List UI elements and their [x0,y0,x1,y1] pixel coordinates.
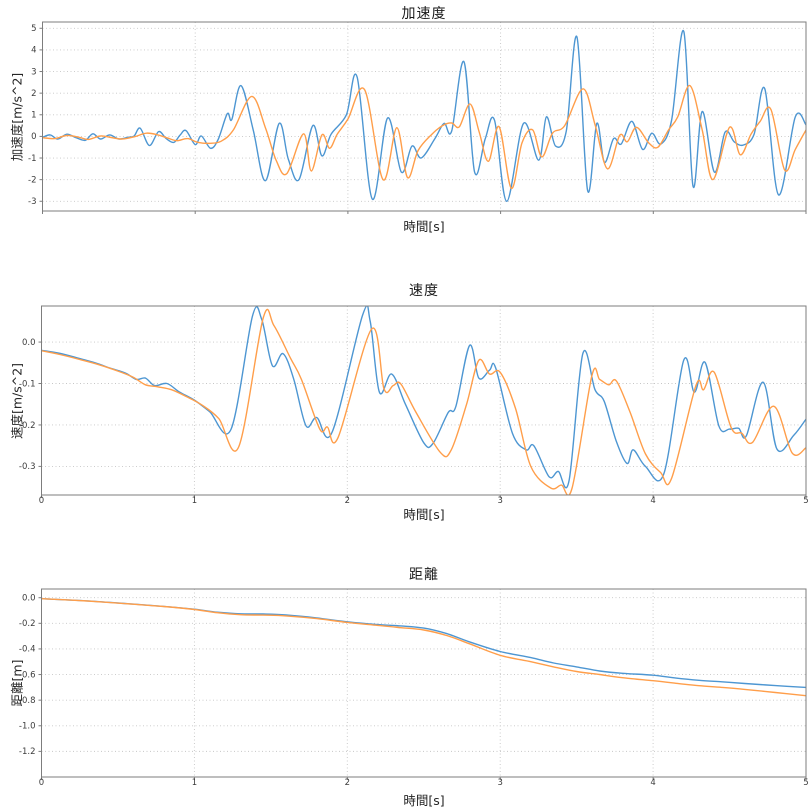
series-blue-line [41,306,806,489]
x-tick-label: 2 [345,496,350,506]
y-tick-label: 2 [31,89,36,99]
series-blue-line [41,598,806,689]
x-tick-label: 3 [497,778,502,788]
chart-title: 加速度 [401,6,447,22]
y-tick-label: -3 [28,197,36,207]
chart-acceleration: -3 -2 -1 0 1 2 3 4 5 加速度 加速度[m/s^2] 時間[s] [0,0,810,246]
y-tick-label: 4 [31,46,36,56]
y-tick-label: -0.4 [19,645,36,655]
y-axis-label: 速度[m/s^2] [9,362,25,440]
y-tick-label: -0.8 [19,696,36,706]
plot-border [41,588,807,778]
distance-plot-area: 0 1 2 3 4 5 0.0 -0.2 -0.4 -0.6 -0.8 -1.0 -1.2 [19,588,809,788]
plot-border [41,305,807,496]
y-tick-label: 1 [31,111,36,121]
y-tick-label: -0.1 [19,379,36,389]
y-axis-label: 距離[m] [9,659,25,707]
x-tick-label: 5 [803,778,808,788]
y-tick-label: -1 [28,154,36,164]
series-orange-line [41,598,806,697]
y-axis-label: 加速度[m/s^2] [9,72,25,162]
y-tick-label: -2 [28,175,36,185]
chart-distance: 0 1 2 3 4 5 0.0 -0.2 -0.4 -0.6 -0.8 -1.0 -1.2 距離 距離[… [0,556,810,812]
x-tick-label: 0 [39,778,44,788]
velocity-plot-area: 0 1 2 3 4 5 0.0 -0.1 -0.2 -0.3 [19,305,809,506]
y-tick-label: 0.0 [22,594,36,604]
x-tick-label: 4 [650,778,655,788]
series-orange-line [41,308,806,495]
x-tick-label: 1 [192,778,197,788]
x-axis-label: 時間[s] [403,793,445,808]
x-tick-label: 1 [192,496,197,506]
chart-title: 距離 [409,567,439,583]
x-tick-label: 0 [39,496,44,506]
series-orange-line [42,84,806,190]
y-tick-label: 3 [31,67,36,77]
x-tick-label: 5 [803,496,808,506]
acceleration-plot-area: -3 -2 -1 0 1 2 3 4 5 [28,21,807,214]
x-tick-label: 3 [497,496,502,506]
x-tick-label: 4 [650,496,655,506]
y-tick-label: 0.0 [22,338,36,348]
y-tick-label: -0.6 [19,670,36,680]
x-axis-label: 時間[s] [403,219,445,234]
x-axis-label: 時間[s] [403,507,445,522]
chart-title: 速度 [409,283,439,299]
series-blue-line [42,29,806,203]
y-tick-label: -1.2 [19,747,36,757]
y-tick-label: 5 [31,24,36,34]
x-tick-label: 2 [345,778,350,788]
plot-border [42,21,807,212]
y-tick-label: -1.0 [19,722,36,732]
y-tick-label: -0.2 [19,421,36,431]
y-tick-label: -0.3 [19,462,36,472]
y-tick-label: -0.2 [19,619,36,629]
chart-velocity: 0 1 2 3 4 5 0.0 -0.1 -0.2 -0.3 速度 速度[m/s^2] 時間[s] [0,272,810,524]
y-tick-label: 0 [31,132,36,142]
